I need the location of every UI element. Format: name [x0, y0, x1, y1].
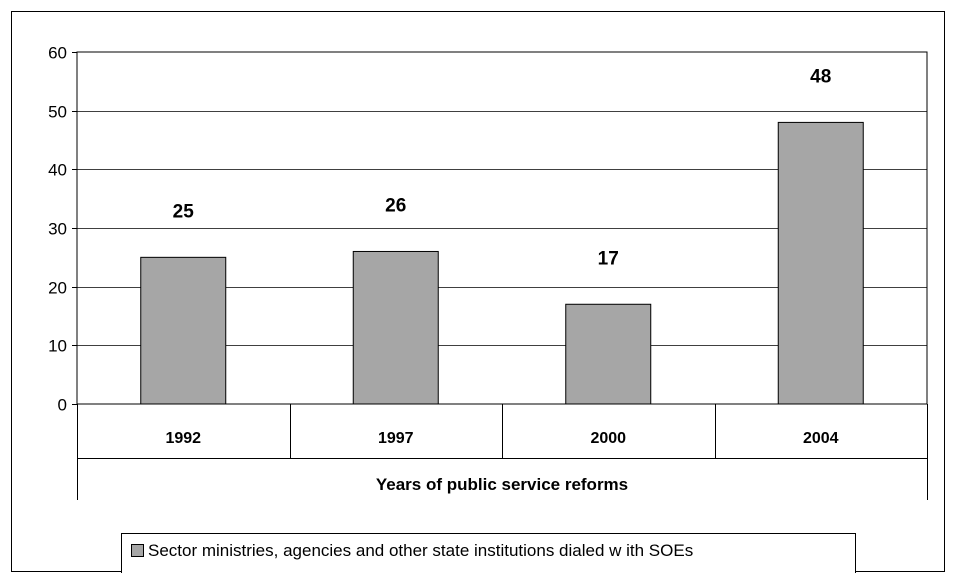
- bar-1992: [140, 256, 227, 405]
- data-label-1992: 25: [173, 201, 195, 222]
- y-tick-label: 0: [58, 396, 67, 415]
- legend-label: Sector ministries, agencies and other st…: [148, 541, 693, 560]
- x-axis-title: Years of public service reforms: [376, 475, 628, 494]
- category-label-2004: 2004: [803, 430, 839, 447]
- legend-box: [121, 533, 856, 574]
- bar-1997: [352, 250, 439, 405]
- data-label-2004: 48: [810, 66, 831, 87]
- data-label-1997: 26: [385, 195, 406, 216]
- bar-2000: [565, 303, 652, 405]
- y-axis-ticks: 0 10 20 30 40 50 60: [48, 44, 77, 415]
- legend: Sector ministries, agencies and other st…: [121, 533, 856, 574]
- category-label-2000: 2000: [590, 430, 626, 447]
- category-label-1992: 1992: [165, 430, 201, 447]
- data-label-2000: 17: [598, 248, 619, 269]
- y-tick-label: 60: [48, 44, 67, 63]
- y-tick-label: 30: [48, 220, 67, 239]
- y-tick-label: 40: [48, 161, 67, 180]
- bars: [140, 121, 864, 405]
- bar-2004: [777, 121, 864, 405]
- category-table: 1992 1997 2000 2004: [77, 404, 928, 500]
- y-tick-label: 10: [48, 337, 67, 356]
- y-tick-label: 20: [48, 279, 67, 298]
- y-tick-label: 50: [48, 103, 67, 122]
- data-labels: 25 26 17 48: [173, 66, 832, 269]
- category-label-1997: 1997: [378, 430, 414, 447]
- legend-swatch: [131, 544, 144, 557]
